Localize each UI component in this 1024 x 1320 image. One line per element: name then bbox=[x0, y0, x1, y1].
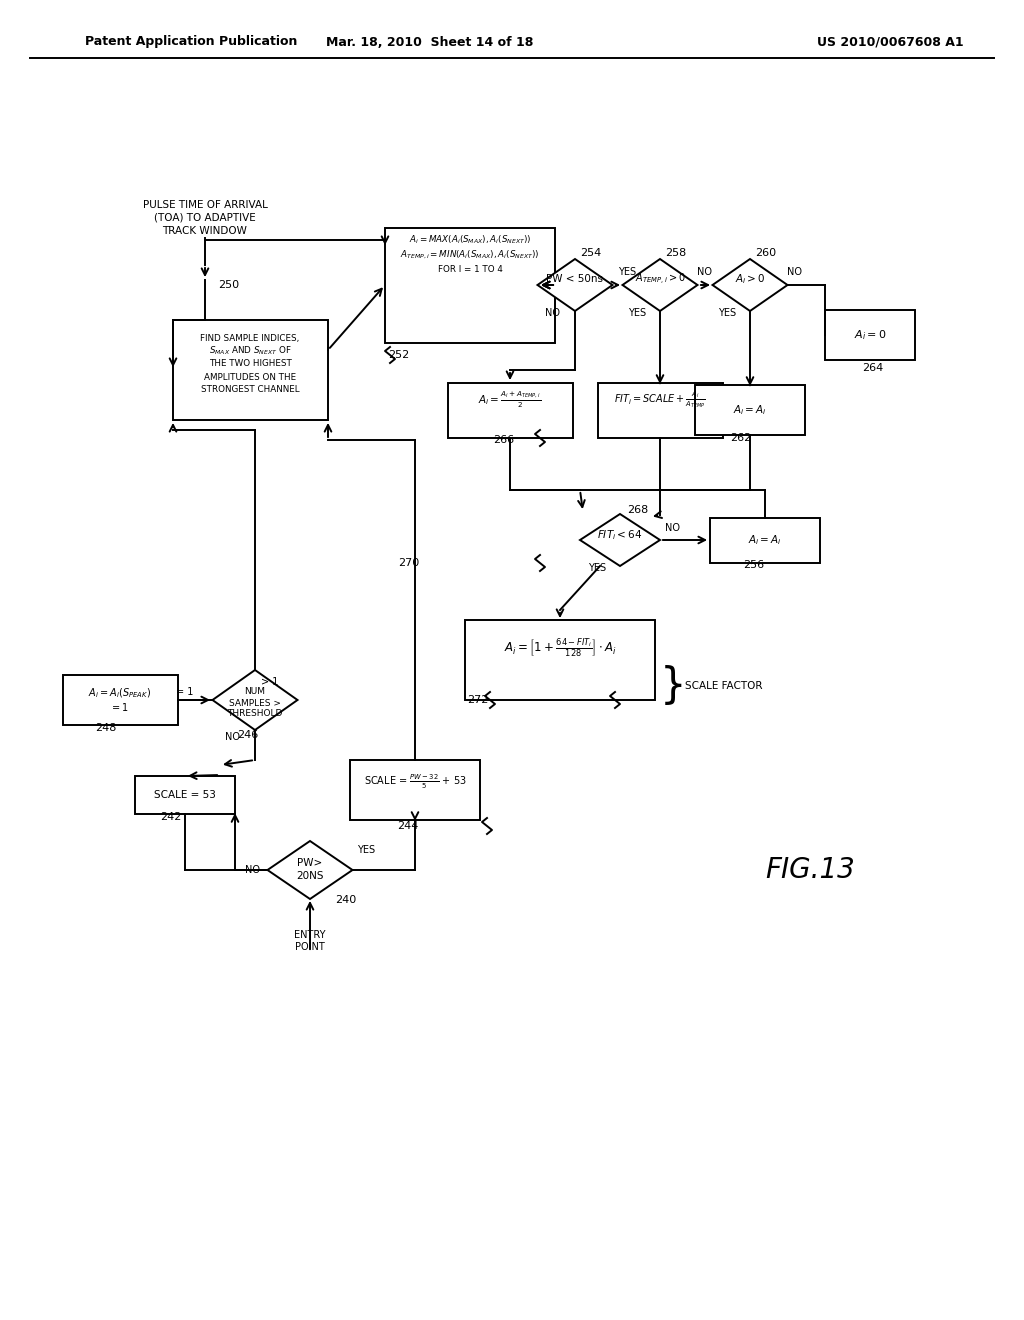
Text: YES: YES bbox=[357, 845, 375, 855]
Text: PW>: PW> bbox=[297, 858, 323, 869]
Text: $FIT_i < 64$: $FIT_i < 64$ bbox=[597, 528, 642, 543]
Text: NUM: NUM bbox=[245, 688, 265, 697]
Text: NO: NO bbox=[245, 865, 259, 875]
Text: }: } bbox=[660, 665, 686, 708]
Text: YES: YES bbox=[588, 564, 606, 573]
Text: 250: 250 bbox=[218, 280, 240, 290]
Text: (TOA) TO ADAPTIVE: (TOA) TO ADAPTIVE bbox=[155, 213, 256, 223]
Text: 246: 246 bbox=[237, 730, 258, 741]
Text: $A_{TEMP,i} > 0$: $A_{TEMP,i} > 0$ bbox=[635, 272, 685, 286]
Text: $A_i = \left[1 + \frac{64 - FIT_i}{128}\right] \cdot A_i$: $A_i = \left[1 + \frac{64 - FIT_i}{128}\… bbox=[504, 636, 616, 660]
Text: SCALE = 53: SCALE = 53 bbox=[154, 789, 216, 800]
Text: 268: 268 bbox=[627, 506, 648, 515]
Polygon shape bbox=[713, 259, 787, 312]
Text: SCALE = $\frac{PW - 32}{5}$ + 53: SCALE = $\frac{PW - 32}{5}$ + 53 bbox=[364, 774, 466, 791]
Text: 254: 254 bbox=[580, 248, 601, 257]
Text: PULSE TIME OF ARRIVAL: PULSE TIME OF ARRIVAL bbox=[142, 201, 267, 210]
Bar bbox=[465, 620, 655, 700]
Text: 244: 244 bbox=[397, 821, 419, 832]
Bar bbox=[385, 227, 555, 342]
Text: 248: 248 bbox=[95, 723, 117, 733]
Bar bbox=[172, 319, 328, 420]
Text: YES: YES bbox=[617, 267, 636, 277]
Text: 262: 262 bbox=[730, 433, 752, 444]
Text: YES: YES bbox=[628, 308, 646, 318]
Text: Patent Application Publication: Patent Application Publication bbox=[85, 36, 297, 49]
Text: $A_i = A_i(S_{PEAK})$: $A_i = A_i(S_{PEAK})$ bbox=[88, 686, 152, 700]
Bar bbox=[350, 760, 480, 820]
Text: THRESHOLD: THRESHOLD bbox=[227, 710, 283, 718]
Text: $A_i = \frac{A_i + A_{TEMP,i}}{2}$: $A_i = \frac{A_i + A_{TEMP,i}}{2}$ bbox=[478, 389, 542, 411]
Text: THE TWO HIGHEST: THE TWO HIGHEST bbox=[209, 359, 292, 368]
Text: > 1: > 1 bbox=[261, 677, 279, 686]
Text: 20NS: 20NS bbox=[296, 871, 324, 880]
Text: STRONGEST CHANNEL: STRONGEST CHANNEL bbox=[201, 385, 299, 395]
Text: NO: NO bbox=[545, 308, 559, 318]
Polygon shape bbox=[267, 841, 352, 899]
Text: 256: 256 bbox=[743, 560, 764, 570]
Text: 258: 258 bbox=[665, 248, 686, 257]
Text: US 2010/0067608 A1: US 2010/0067608 A1 bbox=[817, 36, 964, 49]
Text: $A_i = MAX(A_i(S_{MAX}), A_i(S_{NEXT}))$: $A_i = MAX(A_i(S_{MAX}), A_i(S_{NEXT}))$ bbox=[409, 234, 531, 247]
Text: POINT: POINT bbox=[295, 942, 325, 952]
Text: ENTRY: ENTRY bbox=[294, 931, 326, 940]
Text: 266: 266 bbox=[493, 436, 514, 445]
Text: NO: NO bbox=[225, 733, 241, 742]
Polygon shape bbox=[623, 259, 697, 312]
Bar bbox=[695, 385, 805, 436]
Text: $A_{TEMP,i} = MIN(A_i(S_{MAX}), A_i(S_{NEXT}))$: $A_{TEMP,i} = MIN(A_i(S_{MAX}), A_i(S_{N… bbox=[400, 249, 540, 261]
Text: = 1: = 1 bbox=[176, 686, 194, 697]
Bar bbox=[825, 310, 915, 360]
Text: Mar. 18, 2010  Sheet 14 of 18: Mar. 18, 2010 Sheet 14 of 18 bbox=[327, 36, 534, 49]
Text: $A_i > 0$: $A_i > 0$ bbox=[735, 272, 765, 286]
Bar bbox=[597, 383, 723, 437]
Text: FOR I = 1 TO 4: FOR I = 1 TO 4 bbox=[437, 265, 503, 275]
Bar bbox=[135, 776, 234, 814]
Text: 240: 240 bbox=[335, 895, 356, 906]
Text: $S_{MAX}$ AND $S_{NEXT}$ OF: $S_{MAX}$ AND $S_{NEXT}$ OF bbox=[209, 345, 291, 358]
Text: $= 1$: $= 1$ bbox=[111, 701, 130, 713]
Text: 270: 270 bbox=[398, 558, 419, 568]
Polygon shape bbox=[580, 513, 660, 566]
Bar bbox=[62, 675, 177, 725]
Text: NO: NO bbox=[665, 523, 680, 533]
Text: AMPLITUDES ON THE: AMPLITUDES ON THE bbox=[204, 372, 296, 381]
Bar bbox=[710, 517, 820, 562]
Polygon shape bbox=[538, 259, 612, 312]
Text: 260: 260 bbox=[755, 248, 776, 257]
Text: 264: 264 bbox=[862, 363, 884, 374]
Text: $A_i = A_i$: $A_i = A_i$ bbox=[733, 403, 767, 417]
Text: FIG.13: FIG.13 bbox=[765, 855, 855, 884]
Text: PW < 50ns: PW < 50ns bbox=[547, 275, 603, 284]
Polygon shape bbox=[213, 671, 298, 730]
Text: SCALE FACTOR: SCALE FACTOR bbox=[685, 681, 763, 690]
Text: $A_i = 0$: $A_i = 0$ bbox=[854, 329, 887, 342]
Bar bbox=[447, 383, 572, 437]
Text: $FIT_i = SCALE + \frac{A_i}{A_{TEMP}}$: $FIT_i = SCALE + \frac{A_i}{A_{TEMP}}$ bbox=[614, 389, 706, 411]
Text: TRACK WINDOW: TRACK WINDOW bbox=[163, 226, 248, 236]
Text: 242: 242 bbox=[160, 812, 181, 822]
Text: SAMPLES >: SAMPLES > bbox=[229, 698, 281, 708]
Text: 252: 252 bbox=[388, 350, 410, 360]
Text: NO: NO bbox=[787, 267, 803, 277]
Text: 272: 272 bbox=[467, 696, 488, 705]
Text: NO: NO bbox=[697, 267, 713, 277]
Text: YES: YES bbox=[718, 308, 736, 318]
Text: $A_i = A_i$: $A_i = A_i$ bbox=[749, 533, 782, 546]
Text: FIND SAMPLE INDICES,: FIND SAMPLE INDICES, bbox=[201, 334, 300, 342]
